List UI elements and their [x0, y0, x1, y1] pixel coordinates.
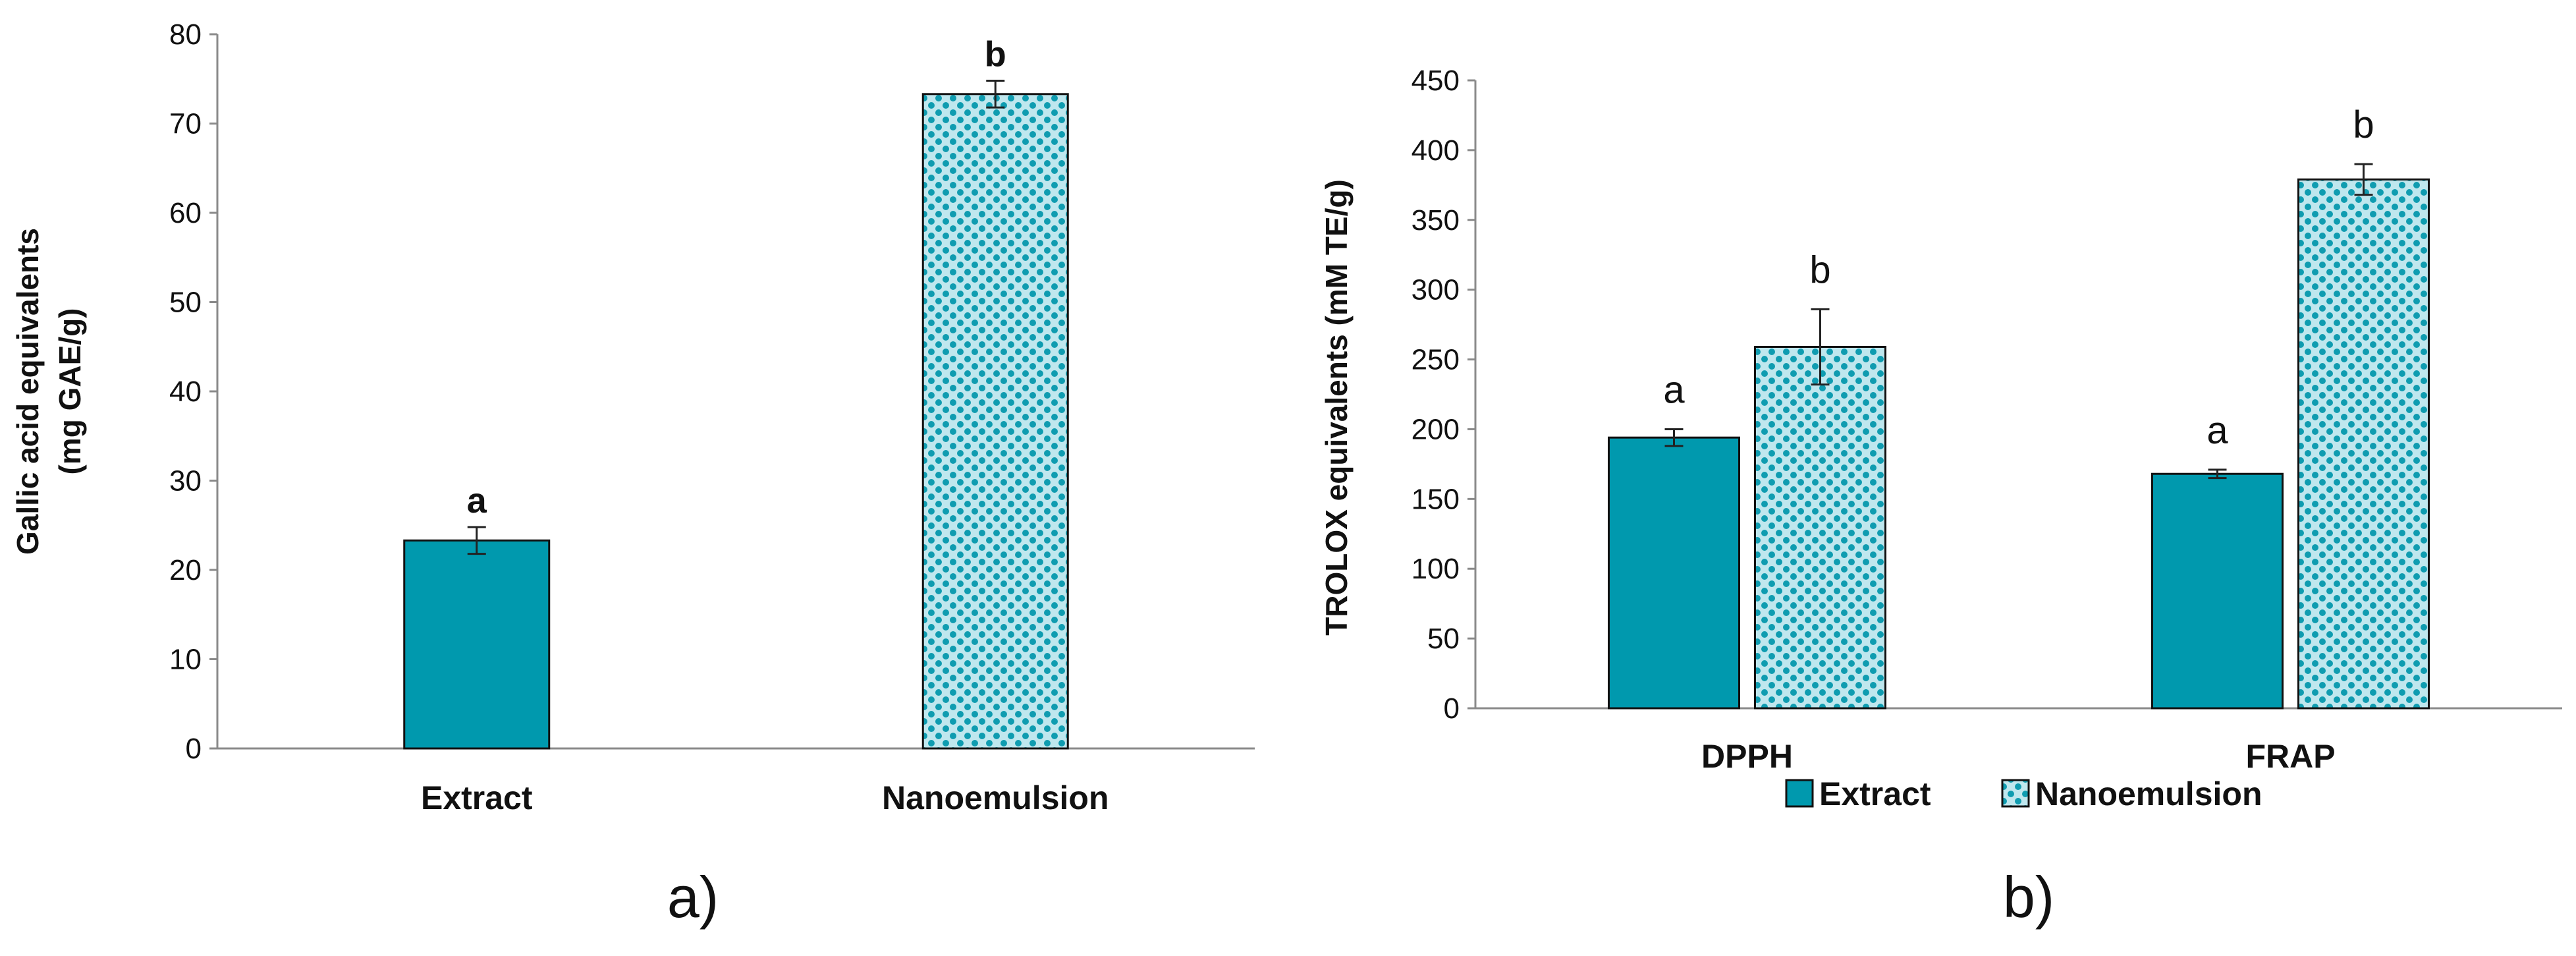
panel-label-b: b)	[2003, 864, 2054, 930]
bar-b-frap-extract	[2151, 472, 2284, 710]
significance-letter-b: a	[1663, 368, 1685, 411]
y-tick-label-a: 70	[169, 108, 202, 140]
chart-a: 0 10 20 30 40 50 60 70 80 a Extract b Nanoemulsion Ga…	[11, 18, 1255, 930]
y-tick-label-a: 10	[169, 644, 202, 676]
bar-a-extract	[403, 539, 551, 750]
category-label-a: Extract	[421, 779, 533, 816]
category-label-a: Nanoemulsion	[882, 779, 1109, 816]
significance-letter-b: b	[2353, 103, 2374, 146]
y-tick-label-a: 30	[169, 465, 202, 497]
bar-b-dpph-extract	[1608, 436, 1740, 710]
legend-label-extract: Extract	[1819, 775, 1931, 812]
bar-a-nanoemulsion	[921, 93, 1069, 750]
significance-letter-a: b	[985, 34, 1006, 74]
category-label-b: FRAP	[2245, 738, 2335, 775]
y-tick-label-b: 250	[1411, 344, 1460, 376]
legend-swatch-nanoemulsion	[2001, 779, 2030, 808]
y-tick-label-b: 200	[1411, 413, 1460, 445]
legend-swatch-extract	[1785, 779, 1814, 808]
legend-b: Extract Nanoemulsion	[1785, 775, 2262, 812]
significance-letter-b: a	[2206, 409, 2228, 452]
y-tick-label-b: 300	[1411, 274, 1460, 306]
y-tick-label-b: 50	[1427, 623, 1460, 655]
y-axis-label-b: TROLOX equivalents (mM TE/g)	[1319, 179, 1354, 636]
y-tick-label-b: 350	[1411, 204, 1460, 237]
y-tick-label-a: 80	[169, 18, 202, 51]
y-tick-label-b: 150	[1411, 483, 1460, 515]
y-tick-label-a: 40	[169, 376, 202, 408]
y-tick-label-a: 60	[169, 197, 202, 229]
y-tick-label-b: 0	[1444, 692, 1460, 725]
chart-b: 0 50 100 150 200 250 300 350 400 450 a b DPPH a b FRAP T…	[1319, 65, 2562, 930]
significance-letter-a: a	[467, 481, 487, 520]
category-label-b: DPPH	[1701, 738, 1793, 775]
bar-b-dpph-nanoemulsion	[1754, 345, 1886, 710]
bar-b-frap-nanoemulsion	[2297, 178, 2430, 710]
y-axis-label-a-line2: (mg GAE/g)	[53, 308, 87, 475]
significance-letter-b: b	[1809, 248, 1830, 291]
y-tick-label-b: 450	[1411, 65, 1460, 97]
y-axis-label-a: Gallic acid equivalents (mg GAE/g)	[11, 228, 87, 555]
y-axis-label-a-line1: Gallic acid equivalents	[11, 228, 45, 555]
y-tick-label-a: 0	[186, 733, 202, 765]
legend-label-nanoemulsion: Nanoemulsion	[2035, 775, 2262, 812]
y-tick-label-a: 50	[169, 287, 202, 319]
panel-label-a: a)	[667, 864, 719, 930]
y-tick-label-b: 400	[1411, 134, 1460, 167]
y-tick-label-b: 100	[1411, 553, 1460, 585]
y-tick-label-a: 20	[169, 554, 202, 586]
